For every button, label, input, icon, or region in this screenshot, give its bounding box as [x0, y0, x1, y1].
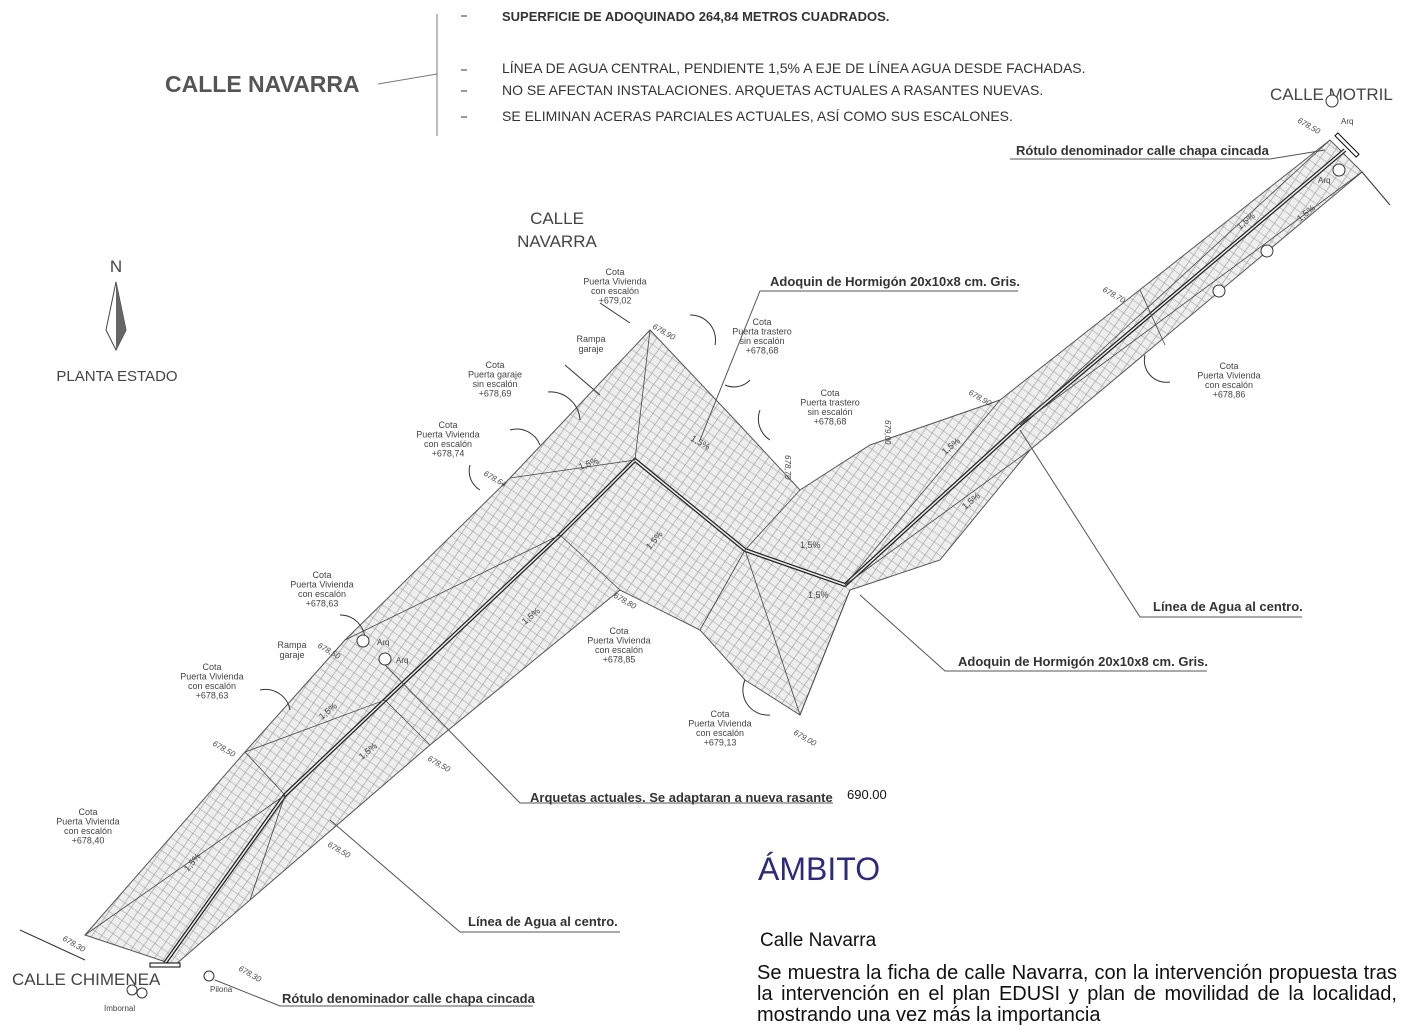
cota-label: +679,02 — [599, 296, 632, 306]
cota-label: Cota — [752, 317, 771, 327]
elevation: 678,90 — [967, 388, 993, 408]
arqueta-label: Arq — [396, 656, 408, 665]
cota-label: +678,69 — [479, 389, 512, 399]
cota-label: +678,40 — [72, 836, 105, 846]
elevation: 678,30 — [237, 964, 263, 984]
elevation: 679,00 — [883, 420, 892, 445]
cota-label: con escalón — [1205, 380, 1253, 390]
north-label: N — [110, 257, 122, 276]
elevation: 678,50 — [1296, 116, 1322, 136]
cota-label: Puerta Vivienda — [587, 636, 650, 646]
cota-label: +678,74 — [432, 449, 465, 459]
callout: Arquetas actuales. Se adaptaran a nueva … — [530, 790, 833, 805]
elevation: 678,64 — [482, 469, 508, 489]
note: LÍNEA DE AGUA CENTRAL, PENDIENTE 1,5% A … — [502, 60, 1086, 76]
cota-label: Cota — [312, 570, 331, 580]
cota-label: con escalón — [696, 728, 744, 738]
misc-label: Pilona — [210, 985, 233, 994]
cota-label: sin escalón — [472, 379, 517, 389]
cota-label: con escalón — [424, 439, 472, 449]
cota-label: con escalón — [591, 286, 639, 296]
cota-label: sin escalón — [739, 336, 784, 346]
cota-label: Cota — [78, 807, 97, 817]
cota-label: Cota — [485, 360, 504, 370]
ramp-label: garaje — [279, 650, 304, 660]
reference-value: 690.00 — [847, 787, 887, 802]
cota-label: con escalón — [298, 589, 346, 599]
elevation: 678,50 — [426, 754, 452, 774]
section-title: ÁMBITO — [758, 851, 880, 887]
cota-label: +678,85 — [603, 655, 636, 665]
note: SUPERFICIE DE ADOQUINADO 264,84 METROS C… — [502, 9, 889, 24]
cota-label: +679,13 — [704, 738, 737, 748]
page: Calle Navarra { "header": { "title": "CA… — [0, 0, 1404, 1026]
callout: Adoquin de Hormigón 20x10x8 cm. Gris. — [770, 274, 1020, 289]
slope: 1,5% — [808, 590, 829, 600]
arqueta-label: Arq — [1318, 176, 1330, 185]
boundary — [1362, 172, 1390, 205]
cota-label: Cota — [820, 388, 839, 398]
cota-label: Cota — [609, 626, 628, 636]
slope: 1,5% — [800, 540, 821, 550]
street-name: CALLE CHIMENEA — [12, 970, 161, 989]
page-body: CALLE NAVARRA SUPERFICIE DE ADOQUINADO 2… — [0, 0, 1404, 1026]
cota-label: Cota — [710, 709, 729, 719]
note: NO SE AFECTAN INSTALACIONES. ARQUETAS AC… — [502, 82, 1043, 98]
elevation: 678,50 — [211, 739, 237, 759]
arqueta-label: Arq — [377, 638, 389, 647]
callout: Línea de Agua al centro. — [1153, 599, 1303, 614]
cota-label: sin escalón — [807, 407, 852, 417]
ramp-label: Rampa — [277, 640, 306, 650]
ramp-label: Rampa — [576, 334, 605, 344]
north-caption: PLANTA ESTADO — [56, 368, 177, 385]
street-name: CALLE — [530, 209, 584, 228]
callout: Rótulo denominador calle chapa cincada — [1016, 143, 1270, 158]
cota-label: Cota — [438, 420, 457, 430]
cota-label: Cota — [1219, 361, 1238, 371]
cota-label: con escalón — [595, 645, 643, 655]
ramp-label: garaje — [578, 344, 603, 354]
elevation: 678,70 — [783, 455, 792, 480]
cota-label: Puerta Vivienda — [688, 719, 751, 729]
cota-label: con escalón — [64, 826, 112, 836]
cota-label: Puerta garaje — [468, 370, 522, 380]
cota-label: Puerta Vivienda — [416, 430, 479, 440]
paving — [85, 140, 1362, 965]
cota-label: Puerta trastero — [800, 398, 860, 408]
title-leader — [378, 74, 437, 84]
street-name: NAVARRA — [517, 232, 597, 251]
arqueta-label: Arq — [1341, 117, 1353, 126]
north-arrow-fill — [116, 282, 126, 350]
cota-label: +678,68 — [746, 346, 779, 356]
cota-label: Puerta Vivienda — [583, 277, 646, 287]
cota-label: con escalón — [188, 681, 236, 691]
elevation: 678,50 — [326, 840, 352, 860]
street-sign — [150, 963, 180, 967]
plan-drawing: CALLE NAVARRA SUPERFICIE DE ADOQUINADO 2… — [0, 0, 1404, 1026]
elevation: 678,70 — [1101, 285, 1127, 305]
cota-label: +678,86 — [1213, 390, 1246, 400]
cota-label: +678,68 — [814, 417, 847, 427]
cota-label: Puerta Vivienda — [56, 817, 119, 827]
cota-label: Puerta Vivienda — [290, 580, 353, 590]
note: SE ELIMINAN ACERAS PARCIALES ACTUALES, A… — [502, 108, 1013, 124]
callout: Línea de Agua al centro. — [468, 914, 618, 929]
title: CALLE NAVARRA — [165, 71, 360, 97]
section-subtitle: Calle Navarra — [760, 930, 877, 951]
cota-label: +678,63 — [196, 691, 229, 701]
cota-label: Cota — [605, 267, 624, 277]
cota-label: Cota — [202, 662, 221, 672]
callout: Adoquin de Hormigón 20x10x8 cm. Gris. — [958, 654, 1208, 669]
cota-label: Puerta Vivienda — [180, 672, 243, 682]
cota-label: +678,63 — [306, 599, 339, 609]
cota-label: Puerta Vivienda — [1197, 371, 1260, 381]
cota-label: Puerta trastero — [732, 327, 792, 337]
callout: Rótulo denominador calle chapa cincada — [282, 991, 536, 1006]
elevation: 679,00 — [792, 728, 818, 748]
section-text: Se muestra la ficha de calle Navarra, co… — [757, 963, 1397, 1026]
misc-label: Imbornal — [104, 1004, 135, 1013]
